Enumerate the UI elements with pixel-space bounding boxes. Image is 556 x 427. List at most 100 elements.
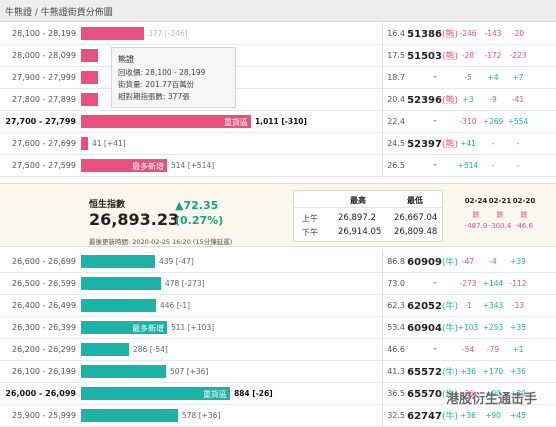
table-row[interactable]: 26,300 - 26,399 最多新增 511 [+103] 53.4 60904(牛…: [0, 317, 556, 339]
outstanding-bar[interactable]: [81, 277, 161, 290]
cbbc-code[interactable]: 65572(牛): [406, 365, 458, 378]
daily-change: -28: [461, 51, 475, 60]
daily-change: +36: [510, 367, 526, 376]
table-row[interactable]: 27,500 - 27,599 最多新增 514 [+514] 26.5 - +514 - -: [0, 155, 556, 177]
daily-change: +36: [460, 367, 476, 376]
table-row[interactable]: 28,100 - 28,199 377 [-246] 16.4 51386(熊) -24…: [0, 23, 556, 45]
table-row[interactable]: 27,900 - 27,999 18.7 - -5 +4 +7: [0, 67, 556, 89]
cbbc-type-tag: (熊): [441, 96, 458, 106]
strike-range: 27,700 - 27,799: [5, 117, 76, 126]
daily-change: +253: [482, 323, 504, 332]
table-row[interactable]: 26,100 - 26,199 507 [+36] 41.3 65572(牛) +36 +…: [0, 361, 556, 383]
cbbc-type-tag: (牛): [441, 412, 458, 422]
am-low: 26,667.04: [394, 213, 438, 223]
distance-pct: 22.4: [387, 117, 405, 126]
outstanding-value: 507 [+36]: [170, 367, 209, 376]
outstanding-bar[interactable]: [81, 409, 178, 422]
strike-range: 27,900 - 27,999: [12, 73, 76, 82]
watermark-text: 港股衍生通击手: [446, 392, 538, 407]
strike-range: 27,500 - 27,599: [12, 161, 76, 170]
table-row[interactable]: 26,600 - 26,699 439 [-47] 86.8 60909(牛) -47 -…: [0, 251, 556, 273]
daily-change: -41: [511, 95, 525, 104]
table-row[interactable]: 26,000 - 26,099 重貨區 884 [-26] 36.5 65570(牛) -…: [0, 383, 556, 405]
distance-pct: 16.4: [387, 29, 405, 38]
index-change: ▲72.35: [175, 199, 219, 212]
table-row[interactable]: 28,000 - 28,099 17.5 51503(熊) -28 -172 -223: [0, 45, 556, 67]
cbbc-code[interactable]: 60904(牛): [406, 321, 458, 334]
distance-pct: 62.3: [387, 301, 405, 310]
strike-range: 28,000 - 28,099: [12, 51, 76, 60]
distance-pct: 17.5: [387, 51, 405, 60]
cbbc-code[interactable]: 52396(熊): [406, 93, 458, 106]
cbbc-code-number: 52397: [407, 139, 442, 150]
outstanding-bar[interactable]: [81, 49, 98, 62]
cbbc-code[interactable]: 65570(牛): [406, 387, 458, 400]
cbbc-code[interactable]: 62747(牛): [406, 409, 458, 422]
outstanding-bar[interactable]: [81, 71, 98, 84]
date-direction: 跌: [472, 211, 480, 219]
cbbc-code: -: [433, 344, 437, 354]
daily-change: +170: [482, 367, 504, 376]
outstanding-bar[interactable]: 重貨區: [81, 387, 230, 400]
daily-change: -1: [464, 301, 472, 310]
tooltip-recall: 回收價: 28,100 - 28,199: [118, 68, 206, 77]
daily-change: +39: [510, 389, 526, 398]
outstanding-bar[interactable]: [81, 255, 155, 268]
pm-label: 下午: [302, 228, 318, 237]
strike-range: 26,300 - 26,399: [12, 323, 76, 332]
column-divider: [382, 273, 383, 295]
am-label: 上午: [302, 214, 318, 223]
daily-change: +35: [510, 323, 526, 332]
cbbc-code[interactable]: 60909(牛): [406, 255, 458, 268]
date-header: 02-21: [488, 197, 512, 205]
column-divider: [382, 155, 383, 177]
breadcrumb[interactable]: 牛熊證 / 牛熊證街貨分佈圖: [5, 8, 113, 18]
table-row[interactable]: 26,400 - 26,499 446 [-1] 62.3 62052(牛) -1 +34…: [0, 295, 556, 317]
outstanding-bar[interactable]: 最多新增: [81, 321, 167, 334]
date-direction: 跌: [496, 211, 504, 219]
outstanding-value: 1,011 [-310]: [255, 117, 307, 126]
strike-range: 28,100 - 28,199: [12, 29, 76, 38]
daily-change: -: [516, 161, 520, 170]
daily-change: +36: [460, 411, 476, 420]
outstanding-bar[interactable]: [81, 343, 129, 356]
outstanding-bar[interactable]: [81, 299, 156, 312]
distance-pct: 86.8: [387, 257, 405, 266]
daily-change: -47: [461, 257, 475, 266]
high-header: 最高: [350, 196, 366, 205]
table-row[interactable]: 27,600 - 27,699 41 [+41] 24.5 52397(熊) +41 - -: [0, 133, 556, 155]
cbbc-code-number: 60904: [407, 323, 442, 334]
column-divider: [382, 111, 383, 133]
daily-change: -246: [459, 29, 477, 38]
outstanding-bar[interactable]: 最多新增: [81, 159, 167, 172]
outstanding-bar[interactable]: [81, 27, 144, 40]
date-change: -300.4: [488, 222, 512, 230]
column-divider: [382, 361, 383, 383]
index-panel: 恒生指數 26,893.23 ▲72.35 (0.27%) 最後更新時間: 20…: [0, 183, 556, 247]
strike-range: 27,600 - 27,699: [12, 139, 76, 148]
date-direction: 跌: [520, 211, 528, 219]
table-row[interactable]: 26,500 - 26,599 478 [-273] 73.0 - -273 +144 -1…: [0, 273, 556, 295]
distance-pct: 41.3: [387, 367, 405, 376]
bar-label: 重貨區: [203, 390, 227, 399]
cbbc-code[interactable]: 62052(牛): [406, 299, 458, 312]
outstanding-bar[interactable]: [81, 137, 88, 150]
cbbc-code-number: 65570: [407, 389, 442, 400]
table-row[interactable]: 27,800 - 27,899 20.4 52396(熊) +3 -9 -41: [0, 89, 556, 111]
outstanding-bar[interactable]: [81, 365, 166, 378]
outstanding-value: 446 [-1]: [160, 301, 191, 310]
outstanding-bar[interactable]: [81, 93, 98, 106]
daily-change: +45: [510, 411, 526, 420]
cbbc-code[interactable]: 52397(熊): [406, 137, 458, 150]
table-row[interactable]: 25,900 - 25,999 578 [+36] 32.5 62747(牛) +36 +…: [0, 405, 556, 427]
strike-range: 26,100 - 26,199: [12, 367, 76, 376]
table-row[interactable]: 26,200 - 26,299 286 [-54] 46.6 - -54 -79 +1: [0, 339, 556, 361]
cbbc-code[interactable]: 51503(熊): [406, 49, 458, 62]
daily-change: +7: [512, 73, 524, 82]
table-row[interactable]: 27,700 - 27,799 重貨區 1,011 [-310] 22.4 - -310 +…: [0, 111, 556, 133]
column-divider: [382, 251, 383, 273]
outstanding-bar[interactable]: 重貨區: [81, 115, 251, 128]
cbbc-code[interactable]: 51386(熊): [406, 27, 458, 40]
daily-change: -4: [489, 257, 497, 266]
am-high: 26,897.2: [338, 213, 376, 223]
